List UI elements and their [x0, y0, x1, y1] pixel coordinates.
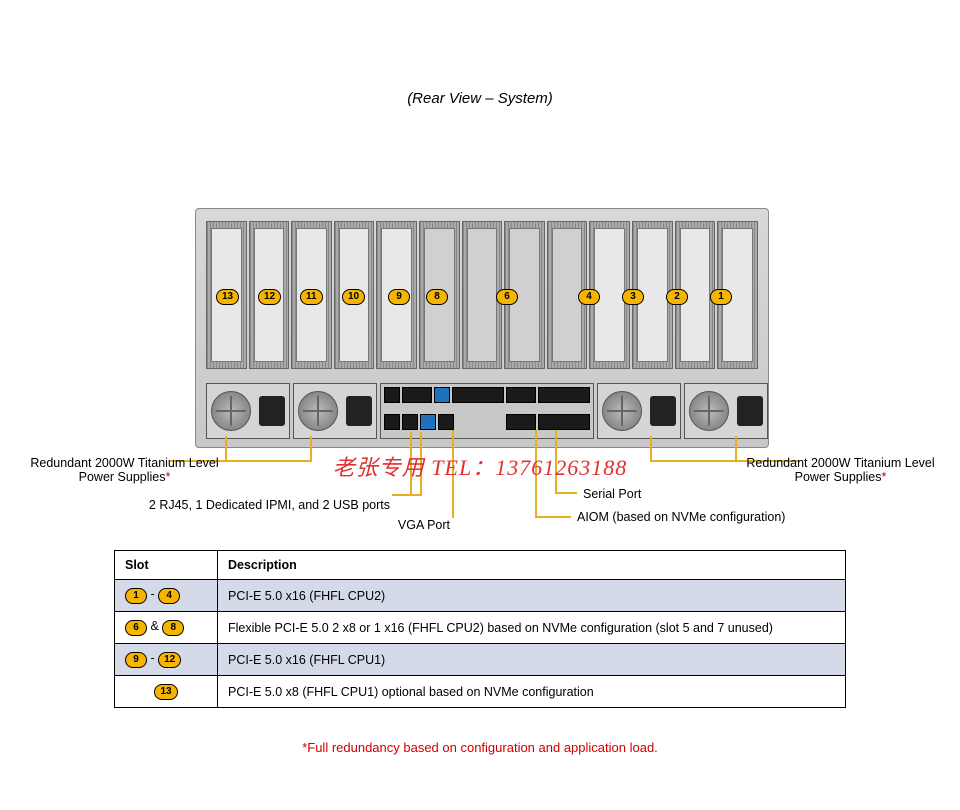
vga-label: VGA Port: [320, 518, 450, 532]
psu-2: [293, 383, 377, 439]
psu-1: [206, 383, 290, 439]
psu-4: [684, 383, 768, 439]
io-block: [380, 383, 594, 439]
slot-badge: 12: [258, 289, 281, 305]
slot-badge: 8: [426, 289, 448, 305]
slot-cell: 13: [115, 676, 218, 708]
header-slot: Slot: [115, 551, 218, 580]
table-row: 6 & 8 Flexible PCI-E 5.0 2 x8 or 1 x16 (…: [115, 612, 846, 644]
watermark: 老张专用 TEL：13761263188: [0, 450, 960, 482]
callout-line: [535, 516, 571, 518]
table-row: 1 - 4 PCI-E 5.0 x16 (FHFL CPU2): [115, 580, 846, 612]
page-title: (Rear View – System): [0, 90, 960, 107]
table-header-row: Slot Description: [115, 551, 846, 580]
desc-cell: Flexible PCI-E 5.0 2 x8 or 1 x16 (FHFL C…: [218, 612, 846, 644]
slot-table: Slot Description 1 - 4 PCI-E 5.0 x16 (FH…: [114, 550, 846, 708]
desc-cell: PCI-E 5.0 x16 (FHFL CPU1): [218, 644, 846, 676]
slot-cell: 6 & 8: [115, 612, 218, 644]
slot-cell: 9 - 12: [115, 644, 218, 676]
chassis: 13 12 11 10 9 8 6 4 3 2 1: [195, 208, 769, 448]
slot-cell: 1 - 4: [115, 580, 218, 612]
psu-3: [597, 383, 681, 439]
slot-badge: 9: [388, 289, 410, 305]
desc-cell: PCI-E 5.0 x8 (FHFL CPU1) optional based …: [218, 676, 846, 708]
serial-label: Serial Port: [583, 487, 641, 501]
desc-cell: PCI-E 5.0 x16 (FHFL CPU2): [218, 580, 846, 612]
slot-badge: 13: [216, 289, 239, 305]
rj45-label: 2 RJ45, 1 Dedicated IPMI, and 2 USB port…: [90, 498, 390, 512]
table-row: 9 - 12 PCI-E 5.0 x16 (FHFL CPU1): [115, 644, 846, 676]
slot-badge: 3: [622, 289, 644, 305]
table-row: 13 PCI-E 5.0 x8 (FHFL CPU1) optional bas…: [115, 676, 846, 708]
aiom-label: AIOM (based on NVMe configuration): [577, 510, 785, 524]
slot-badge: 11: [300, 289, 323, 305]
slot-badge: 2: [666, 289, 688, 305]
slot-badge: 6: [496, 289, 518, 305]
header-desc: Description: [218, 551, 846, 580]
bottom-row: [206, 383, 758, 439]
slot-badge: 1: [710, 289, 732, 305]
slot-badge: 4: [578, 289, 600, 305]
footnote: *Full redundancy based on configuration …: [0, 740, 960, 755]
slot-badge: 10: [342, 289, 365, 305]
callout-line: [555, 492, 577, 494]
callout-line: [392, 494, 422, 496]
